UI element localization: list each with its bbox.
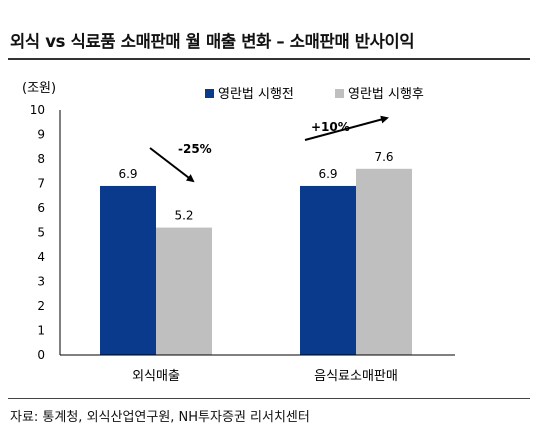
bar-series (100, 168, 412, 355)
legend-swatch-after (335, 89, 344, 98)
y-tick-label: 5 (37, 226, 45, 240)
title-divider (8, 58, 530, 60)
x-axis-category-labels: 외식매출 음식료소매판매 (132, 369, 398, 384)
data-labels: 6.9 5.2 6.9 7.6 (118, 150, 393, 223)
y-axis-tick-labels: 0 1 2 3 4 5 6 7 8 9 10 (30, 103, 45, 362)
source-divider (8, 398, 530, 399)
bar-value-label: 5.2 (174, 209, 193, 223)
legend-label-after: 영란법 시행후 (348, 86, 424, 102)
bar-value-label: 6.9 (318, 167, 337, 181)
bar-before (300, 185, 356, 355)
y-tick-label: 0 (37, 348, 45, 362)
y-tick-label: 8 (37, 152, 45, 166)
bar-after (356, 168, 412, 355)
category-label: 외식매출 (132, 369, 180, 384)
y-tick-label: 7 (37, 177, 45, 191)
y-tick-label: 4 (37, 250, 45, 264)
chart-title: 외식 vs 식료품 소매판매 월 매출 변화 – 소매판매 반사이익 (10, 32, 415, 51)
increase-annotation: +10% (311, 120, 350, 134)
legend-swatch-before (205, 89, 214, 98)
bar-value-label: 7.6 (374, 150, 393, 164)
decrease-arrow (149, 147, 195, 183)
increase-arrow (304, 115, 389, 141)
y-axis-unit-label: (조원) (22, 81, 56, 96)
y-tick-label: 6 (37, 201, 45, 215)
y-tick-label: 9 (37, 128, 45, 142)
y-tick-label: 2 (37, 299, 45, 313)
y-tick-label: 10 (30, 103, 45, 117)
bar-value-label: 6.9 (118, 167, 137, 181)
bar-after (156, 227, 212, 355)
y-tick-label: 1 (37, 324, 45, 338)
source-note: 자료: 통계청, 외식산업연구원, NH투자증권 리서치센터 (10, 410, 310, 425)
category-label: 음식료소매판매 (314, 369, 398, 384)
bar-chart: (조원) 0 1 2 3 4 5 6 7 8 9 10 6.9 5.2 6.9 7.6 외식매출 음식료소매… (22, 81, 455, 384)
decrease-annotation: -25% (178, 142, 212, 156)
legend-label-before: 영란법 시행전 (218, 86, 294, 102)
legend: 영란법 시행전 영란법 시행후 (205, 86, 424, 102)
y-tick-label: 3 (37, 275, 45, 289)
bar-before (100, 185, 156, 355)
